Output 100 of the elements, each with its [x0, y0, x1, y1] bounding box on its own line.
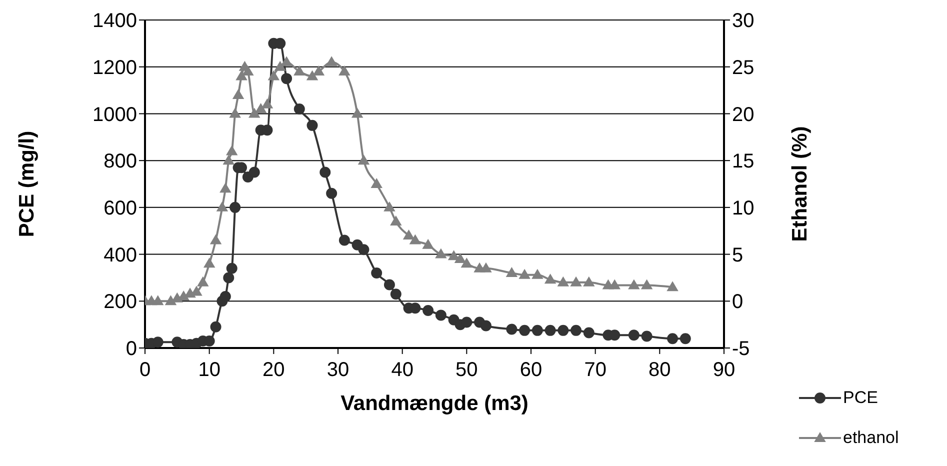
point	[641, 330, 652, 342]
y-tick-label: 0	[126, 338, 137, 360]
point	[197, 276, 208, 286]
x-tick-label: 0	[139, 359, 151, 382]
point	[338, 66, 350, 76]
point	[306, 120, 318, 131]
y-tick-label: 1000	[92, 104, 137, 126]
y2-tick-label: 5	[732, 244, 744, 266]
x-tick-label: 30	[326, 359, 350, 382]
point	[268, 70, 280, 80]
point	[461, 258, 472, 268]
y2-tick-label: -5	[732, 338, 750, 360]
point	[641, 280, 652, 290]
point	[558, 276, 569, 286]
point	[226, 262, 238, 274]
y2-tick-label: 25	[732, 56, 754, 79]
point	[570, 324, 582, 336]
point	[326, 56, 338, 66]
point	[152, 296, 164, 306]
point	[232, 89, 244, 99]
y-tick-label: 800	[104, 150, 137, 173]
legend-label: ethanol	[843, 428, 899, 448]
point	[667, 282, 678, 292]
point	[358, 244, 370, 256]
point	[210, 234, 222, 244]
point	[390, 216, 402, 226]
point	[410, 234, 421, 244]
point	[294, 66, 305, 76]
point	[371, 178, 382, 188]
x-tick-label: 80	[648, 359, 671, 382]
point	[210, 321, 222, 332]
point	[216, 202, 228, 212]
point	[667, 333, 678, 344]
point	[204, 258, 215, 268]
point	[480, 320, 492, 332]
point	[358, 155, 370, 165]
point	[313, 66, 324, 76]
point	[544, 274, 556, 284]
point	[248, 108, 260, 118]
point	[384, 202, 395, 212]
x-axis-title: Vandmængde (m3)	[340, 392, 528, 415]
x-tick-label: 40	[391, 359, 414, 382]
point	[255, 104, 266, 114]
point	[532, 324, 543, 336]
y2-axis-title: Ethanol (%)	[788, 126, 812, 242]
point	[609, 280, 620, 290]
point	[403, 230, 414, 240]
y2-tick-label: 20	[732, 104, 754, 126]
y-axis-title: PCE (mg/l)	[15, 130, 38, 238]
x-tick-label: 10	[198, 359, 220, 382]
point	[519, 324, 530, 336]
point	[519, 269, 530, 279]
point	[506, 324, 518, 335]
point	[352, 108, 363, 118]
point	[281, 73, 292, 84]
point	[371, 268, 382, 279]
point	[242, 66, 254, 76]
point	[236, 70, 247, 80]
point	[558, 324, 569, 336]
x-tick-label: 60	[520, 359, 542, 382]
point	[435, 310, 446, 321]
point	[294, 104, 305, 115]
point	[281, 56, 292, 66]
point	[435, 248, 446, 258]
point	[326, 188, 338, 199]
y-tick-label: 600	[104, 198, 137, 220]
y-tick-label: 400	[104, 244, 137, 266]
point	[320, 166, 331, 178]
point	[628, 330, 640, 341]
point	[274, 61, 286, 71]
legend-label: PCE	[843, 388, 878, 408]
point	[422, 305, 434, 316]
point	[248, 166, 260, 178]
point	[422, 239, 434, 249]
y2-tick-label: 10	[732, 198, 754, 220]
y2-tick-label: 30	[732, 10, 754, 32]
point	[223, 272, 234, 284]
point	[628, 280, 640, 290]
y-tick-label: 1400	[92, 10, 137, 32]
point	[306, 70, 318, 80]
point	[230, 202, 241, 213]
point	[390, 288, 402, 300]
point	[454, 253, 466, 263]
y2-tick-label: 0	[732, 291, 744, 314]
point	[152, 336, 164, 348]
point	[583, 327, 594, 338]
x-tick-label: 20	[262, 359, 285, 382]
x-tick-label: 90	[712, 359, 736, 382]
point	[223, 155, 234, 165]
point	[544, 324, 556, 336]
point	[583, 276, 594, 286]
point	[680, 333, 691, 344]
point	[338, 234, 350, 246]
point	[230, 108, 241, 118]
point	[532, 269, 543, 279]
point	[480, 262, 492, 272]
x-tick-label: 50	[456, 359, 478, 382]
y2-tick-label: 15	[732, 150, 754, 173]
point	[384, 279, 395, 290]
point	[220, 183, 231, 193]
